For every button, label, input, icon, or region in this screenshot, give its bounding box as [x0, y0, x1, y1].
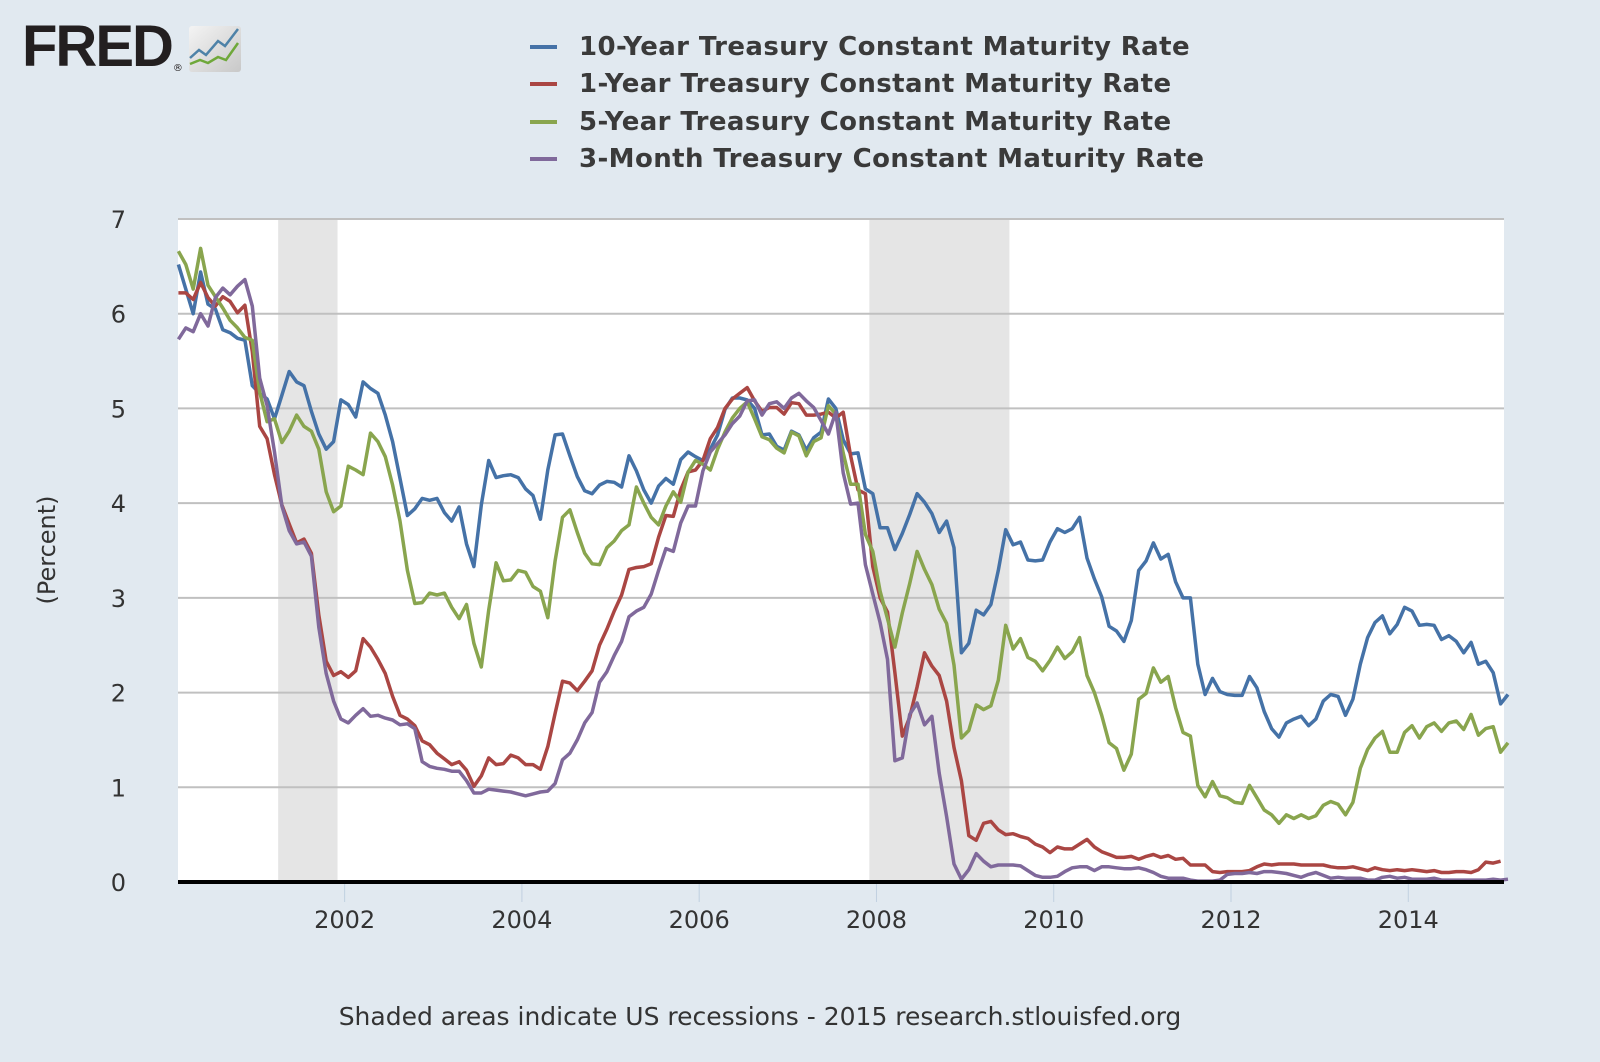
logo-text: FRED: [22, 14, 174, 79]
y-tick-label: 5: [111, 395, 126, 423]
registered-mark: ®: [172, 63, 183, 74]
x-tick-label: 2010: [1023, 906, 1084, 934]
x-tick-label: 2014: [1378, 906, 1439, 934]
series-line-0: [176, 263, 1510, 739]
series-line-3: [176, 277, 1509, 883]
x-tick-label: 2008: [846, 906, 907, 934]
x-tick-label: 2012: [1200, 906, 1261, 934]
y-tick-label: 0: [111, 869, 126, 897]
legend-label: 5-Year Treasury Constant Maturity Rate: [579, 106, 1172, 137]
y-tick-label: 2: [111, 680, 126, 708]
x-axis-ticks: [344, 882, 1409, 902]
y-tick-label: 6: [111, 301, 126, 329]
y-axis-title: (Percent): [33, 495, 61, 604]
legend: 10-Year Treasury Constant Maturity Rate …: [530, 28, 1204, 178]
x-tick-label: 2002: [314, 906, 375, 934]
gridlines: [178, 218, 1504, 789]
legend-swatch: [530, 119, 557, 124]
series-lines: [176, 246, 1510, 883]
x-tick-label: 2006: [669, 906, 730, 934]
legend-item-10-year[interactable]: 10-Year Treasury Constant Maturity Rate: [530, 28, 1204, 66]
series-line-2: [176, 246, 1510, 826]
y-axis-labels: 0 1 2 3 4 5 6 7: [111, 206, 126, 897]
plot-area: [178, 219, 1504, 882]
x-tick-label: 2004: [491, 906, 552, 934]
legend-item-5-year[interactable]: 5-Year Treasury Constant Maturity Rate: [530, 103, 1204, 141]
x-axis-labels: 2002 2004 2006 2008 2010 2012 2014: [314, 906, 1439, 934]
legend-swatch: [530, 82, 557, 87]
legend-swatch: [530, 157, 557, 162]
y-tick-label: 1: [111, 774, 126, 802]
footer-note: Shaded areas indicate US recessions - 20…: [338, 1002, 1182, 1031]
legend-label: 3-Month Treasury Constant Maturity Rate: [579, 144, 1205, 175]
legend-swatch: [530, 44, 557, 49]
legend-item-1-year[interactable]: 1-Year Treasury Constant Maturity Rate: [530, 66, 1204, 104]
chart-logo-icon: [188, 26, 241, 72]
y-tick-label: 4: [111, 490, 126, 518]
legend-label: 10-Year Treasury Constant Maturity Rate: [579, 31, 1190, 62]
legend-label: 1-Year Treasury Constant Maturity Rate: [579, 69, 1172, 100]
y-tick-label: 7: [111, 206, 126, 234]
legend-item-3-month[interactable]: 3-Month Treasury Constant Maturity Rate: [530, 141, 1204, 179]
fred-logo: FRED ®: [22, 14, 241, 79]
y-tick-label: 3: [111, 585, 126, 613]
series-line-1: [178, 280, 1502, 875]
